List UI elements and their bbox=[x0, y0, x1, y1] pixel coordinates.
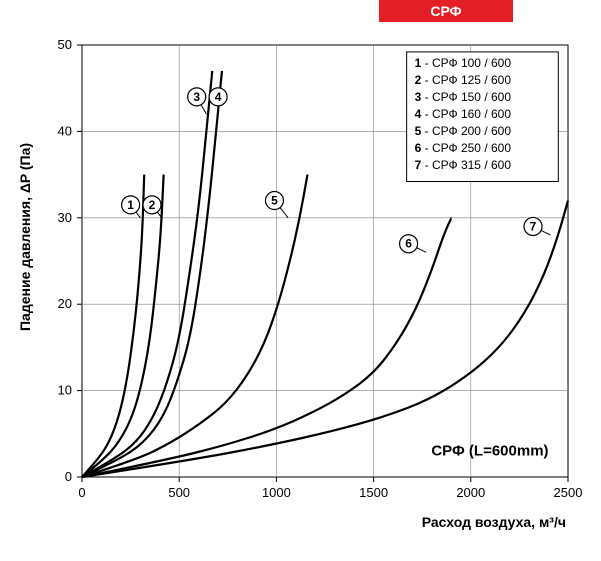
svg-text:Падение давления, ΔP (Па): Падение давления, ΔP (Па) bbox=[17, 143, 33, 331]
svg-text:2000: 2000 bbox=[456, 485, 485, 500]
svg-text:Расход воздуха, м³/ч: Расход воздуха, м³/ч bbox=[422, 514, 566, 530]
svg-text:- СРФ 160 / 600: - СРФ 160 / 600 bbox=[425, 107, 512, 121]
svg-text:40: 40 bbox=[58, 123, 72, 138]
svg-text:- СРФ 100 / 600: - СРФ 100 / 600 bbox=[425, 56, 512, 70]
svg-text:10: 10 bbox=[58, 383, 72, 398]
svg-text:50: 50 bbox=[58, 37, 72, 52]
svg-text:7: 7 bbox=[530, 219, 537, 233]
svg-text:СРФ (L=600mm): СРФ (L=600mm) bbox=[431, 442, 548, 459]
svg-text:2: 2 bbox=[149, 198, 156, 212]
svg-text:500: 500 bbox=[168, 485, 190, 500]
svg-text:30: 30 bbox=[58, 210, 72, 225]
svg-text:4: 4 bbox=[415, 107, 422, 121]
svg-text:20: 20 bbox=[58, 296, 72, 311]
svg-text:6: 6 bbox=[415, 141, 422, 155]
svg-text:7: 7 bbox=[415, 158, 422, 172]
svg-text:- СРФ 150 / 600: - СРФ 150 / 600 bbox=[425, 90, 512, 104]
svg-text:2500: 2500 bbox=[554, 485, 583, 500]
svg-text:- СРФ 250 / 600: - СРФ 250 / 600 bbox=[425, 141, 512, 155]
pressure-drop-chart: 0 500 1000 1500 2000 2500 0 10 20 30 40 50 Расход во… bbox=[0, 0, 601, 561]
svg-text:- СРФ 125 / 600: - СРФ 125 / 600 bbox=[425, 73, 512, 87]
svg-text:1500: 1500 bbox=[359, 485, 388, 500]
svg-text:1000: 1000 bbox=[262, 485, 291, 500]
svg-text:1: 1 bbox=[127, 198, 134, 212]
svg-text:6: 6 bbox=[405, 237, 412, 251]
svg-text:- СРФ 315 / 600: - СРФ 315 / 600 bbox=[425, 158, 512, 172]
svg-text:0: 0 bbox=[65, 469, 72, 484]
svg-text:1: 1 bbox=[415, 56, 422, 70]
svg-text:0: 0 bbox=[78, 485, 85, 500]
svg-text:3: 3 bbox=[193, 90, 200, 104]
svg-text:2: 2 bbox=[415, 73, 422, 87]
svg-text:5: 5 bbox=[415, 124, 422, 138]
svg-text:5: 5 bbox=[271, 194, 278, 208]
svg-text:- СРФ 200 / 600: - СРФ 200 / 600 bbox=[425, 124, 512, 138]
svg-text:3: 3 bbox=[415, 90, 422, 104]
svg-text:4: 4 bbox=[215, 90, 222, 104]
